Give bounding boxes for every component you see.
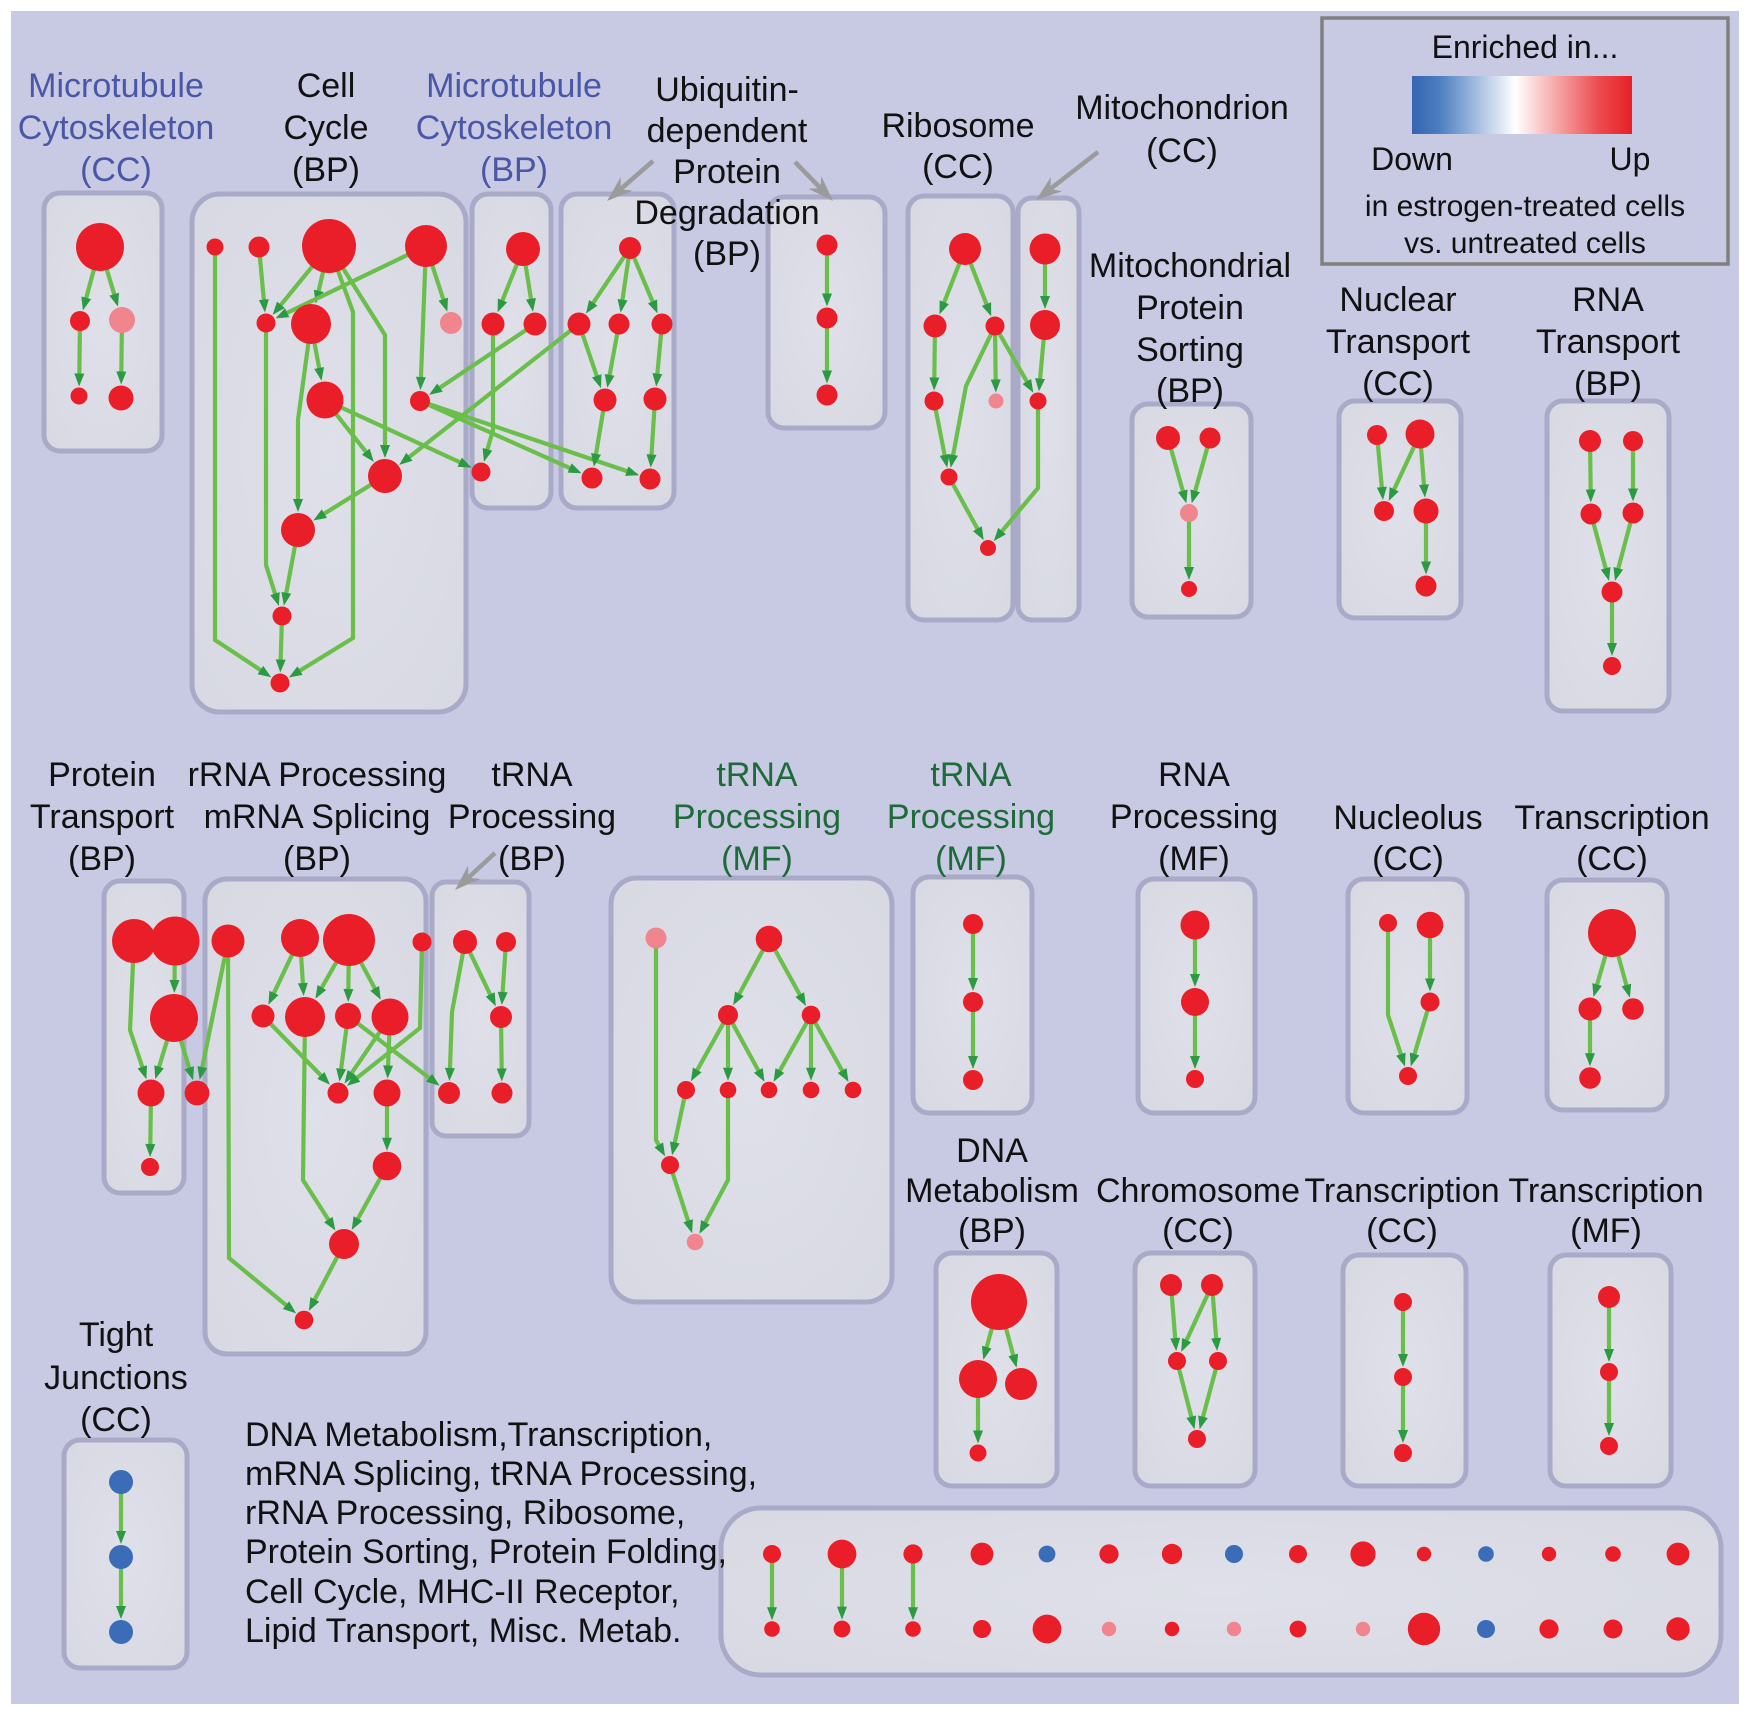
svg-text:(BP): (BP) (480, 151, 548, 189)
svg-text:Cell Cycle, MHC-II Receptor,: Cell Cycle, MHC-II Receptor, (245, 1573, 680, 1611)
svg-text:(CC): (CC) (80, 1401, 152, 1439)
svg-text:(BP): (BP) (292, 151, 360, 189)
svg-text:Cytoskeleton: Cytoskeleton (416, 109, 613, 147)
svg-text:(CC): (CC) (1366, 1212, 1438, 1250)
svg-text:Down: Down (1371, 141, 1453, 177)
svg-text:Cell: Cell (297, 67, 356, 105)
svg-text:in estrogen-treated cells: in estrogen-treated cells (1365, 190, 1685, 223)
svg-text:Transport: Transport (1326, 323, 1471, 361)
svg-text:Mitochondrial: Mitochondrial (1089, 247, 1291, 285)
svg-text:(BP): (BP) (1574, 365, 1642, 403)
svg-text:DNA Metabolism,Transcription,: DNA Metabolism,Transcription, (245, 1416, 712, 1454)
svg-text:(BP): (BP) (1156, 372, 1224, 410)
svg-text:Nucleolus: Nucleolus (1333, 799, 1482, 837)
svg-text:Transcription: Transcription (1508, 1172, 1703, 1210)
svg-text:Cycle: Cycle (283, 109, 368, 147)
svg-text:(CC): (CC) (1146, 132, 1218, 170)
svg-text:Degradation: Degradation (634, 194, 819, 232)
svg-text:Sorting: Sorting (1136, 331, 1244, 369)
svg-text:tRNA: tRNA (716, 756, 798, 794)
svg-text:Junctions: Junctions (44, 1359, 188, 1397)
svg-text:mRNA Splicing, tRNA Processing: mRNA Splicing, tRNA Processing, (245, 1455, 757, 1493)
svg-text:DNA: DNA (956, 1132, 1028, 1170)
svg-text:(CC): (CC) (922, 148, 994, 186)
svg-text:Ubiquitin-: Ubiquitin- (655, 71, 799, 109)
svg-text:Microtubule: Microtubule (28, 67, 204, 105)
svg-text:Up: Up (1610, 141, 1651, 177)
svg-text:(MF): (MF) (1570, 1212, 1642, 1250)
svg-text:Nuclear: Nuclear (1339, 281, 1456, 319)
svg-text:mRNA Splicing: mRNA Splicing (204, 798, 431, 836)
svg-text:(MF): (MF) (721, 840, 793, 878)
svg-text:Cytoskeleton: Cytoskeleton (18, 109, 215, 147)
svg-text:rRNA Processing: rRNA Processing (188, 756, 447, 794)
svg-text:(CC): (CC) (1372, 840, 1444, 878)
svg-text:Tight: Tight (79, 1316, 154, 1354)
svg-text:(MF): (MF) (1158, 840, 1230, 878)
svg-text:(CC): (CC) (1162, 1212, 1234, 1250)
svg-text:Metabolism: Metabolism (905, 1172, 1079, 1210)
svg-text:Processing: Processing (673, 798, 841, 836)
svg-text:Lipid Transport, Misc. Metab.: Lipid Transport, Misc. Metab. (245, 1612, 682, 1650)
svg-text:Microtubule: Microtubule (426, 67, 602, 105)
svg-text:(BP): (BP) (68, 840, 136, 878)
svg-text:Processing: Processing (1110, 798, 1278, 836)
svg-text:(BP): (BP) (958, 1212, 1026, 1250)
svg-text:(CC): (CC) (1576, 840, 1648, 878)
svg-text:(CC): (CC) (80, 151, 152, 189)
svg-text:RNA: RNA (1572, 281, 1644, 319)
svg-text:Protein: Protein (48, 756, 156, 794)
svg-text:RNA: RNA (1158, 756, 1230, 794)
svg-text:Protein Sorting, Protein Foldi: Protein Sorting, Protein Folding, (245, 1533, 727, 1571)
svg-text:Chromosome: Chromosome (1096, 1172, 1300, 1210)
svg-text:tRNA: tRNA (491, 756, 573, 794)
svg-text:(MF): (MF) (935, 840, 1007, 878)
svg-text:(BP): (BP) (693, 235, 761, 273)
svg-text:Transport: Transport (30, 798, 175, 836)
svg-text:vs. untreated cells: vs. untreated cells (1404, 227, 1646, 260)
svg-text:Transcription: Transcription (1514, 799, 1709, 837)
svg-text:Transport: Transport (1536, 323, 1681, 361)
svg-text:Enriched in...: Enriched in... (1432, 29, 1619, 65)
svg-text:tRNA: tRNA (930, 756, 1012, 794)
svg-text:rRNA Processing, Ribosome,: rRNA Processing, Ribosome, (245, 1494, 685, 1532)
svg-text:Mitochondrion: Mitochondrion (1075, 89, 1289, 127)
svg-text:(BP): (BP) (498, 840, 566, 878)
svg-text:Transcription: Transcription (1304, 1172, 1499, 1210)
svg-text:Processing: Processing (887, 798, 1055, 836)
svg-text:Protein: Protein (1136, 289, 1244, 327)
svg-text:Processing: Processing (448, 798, 616, 836)
svg-text:(BP): (BP) (283, 840, 351, 878)
svg-text:dependent: dependent (647, 112, 808, 150)
svg-text:Ribosome: Ribosome (881, 107, 1034, 145)
svg-text:Protein: Protein (673, 153, 781, 191)
svg-text:(CC): (CC) (1362, 365, 1434, 403)
